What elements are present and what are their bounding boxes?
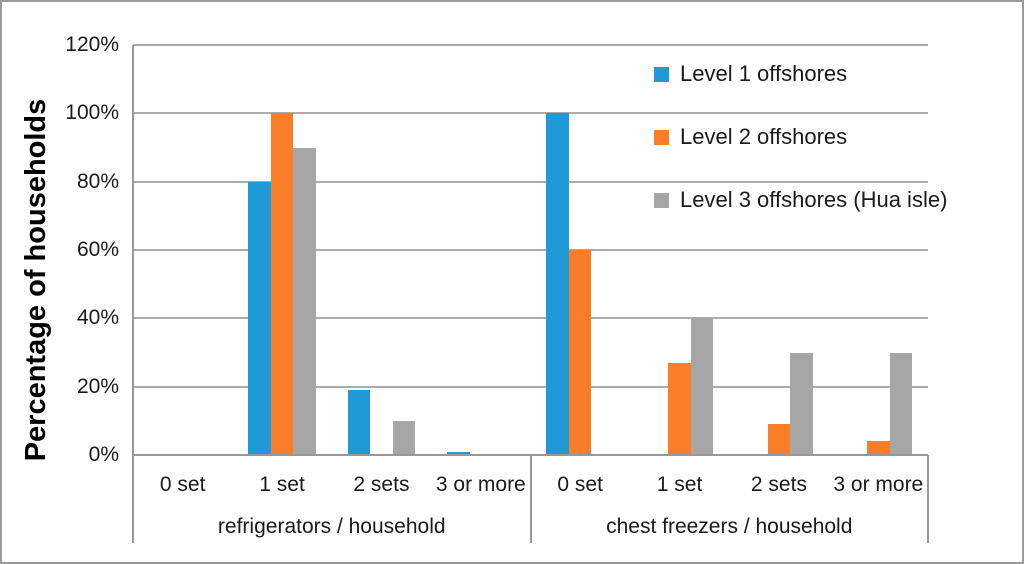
x-category-label: 2 sets	[750, 473, 807, 496]
y-axis-title: Percentage of households	[20, 98, 52, 462]
bar-series3-g2-3-or-more	[889, 352, 913, 455]
bar-series2-g2-0-set	[568, 250, 592, 455]
legend-item-1: Level 1 offshores	[654, 61, 847, 87]
x-category-label: 0 set	[557, 473, 603, 496]
x-category-label: 3 or more	[833, 473, 924, 496]
bar-series1-g1-1-set	[248, 181, 271, 455]
legend-swatch-icon	[654, 129, 669, 145]
bar-series1-g1-2-sets	[347, 390, 371, 455]
legend-swatch-icon	[654, 192, 669, 208]
x-axis-line	[132, 454, 928, 456]
y-tick-label: 0%	[88, 443, 119, 466]
y-tick-label: 20%	[76, 374, 119, 398]
y-tick-label: 40%	[76, 306, 119, 330]
legend-item-2: Level 2 offshores	[654, 124, 847, 150]
gridline-100	[133, 112, 928, 115]
bar-series1-g2-0-set	[546, 113, 569, 455]
x-category-label: 3 or more	[435, 473, 526, 496]
bar-series2-g2-3-or-more	[867, 441, 890, 455]
x-group-label: chest freezers / household	[606, 515, 853, 538]
bar-series3-g1-2-sets	[392, 420, 416, 455]
x-category-label: 2 sets	[353, 473, 410, 496]
y-tick-label: 120%	[65, 33, 119, 56]
x-category-label: 1 set	[259, 473, 305, 496]
bar-series1-g1-3-or-more	[447, 451, 470, 455]
gridline-80	[133, 180, 928, 183]
bar-series3-g1-1-set	[293, 147, 316, 455]
y-tick-label: 100%	[65, 101, 119, 125]
bar-series2-g2-1-set	[668, 362, 691, 455]
gridline-60	[133, 249, 928, 251]
x-category-label: 0 set	[159, 473, 206, 496]
group-separator	[529, 455, 532, 543]
bar-series2-g2-2-sets	[767, 424, 791, 455]
group-separator	[927, 455, 929, 543]
x-category-label: 1 set	[656, 473, 703, 496]
legend-label: Level 2 offshores	[680, 124, 848, 149]
legend-item-3: Level 3 offshores (Hua isle)	[654, 187, 947, 213]
legend-swatch-icon	[654, 66, 669, 82]
gridline-120	[133, 44, 928, 46]
legend-label: Level 1 offshores	[680, 61, 848, 86]
legend-label: Level 3 offshores (Hua isle)	[680, 187, 948, 212]
bar-series2-g1-1-set	[270, 113, 294, 455]
x-group-label: refrigerators / household	[217, 515, 446, 538]
y-tick-label: 60%	[76, 238, 119, 261]
gridline-20	[133, 385, 928, 388]
y-axis-line	[132, 45, 134, 543]
gridline-40	[133, 317, 928, 320]
bar-series3-g2-2-sets	[790, 352, 813, 455]
bar-series3-g2-1-set	[690, 318, 714, 455]
y-tick-label: 80%	[76, 169, 119, 193]
